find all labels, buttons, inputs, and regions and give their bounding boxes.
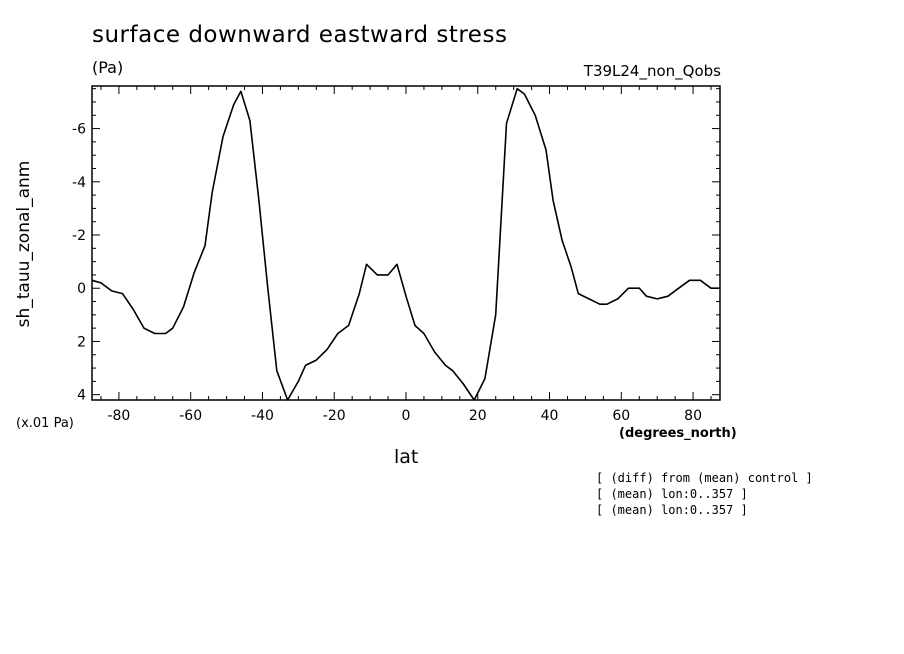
x-tick-label: -40: [251, 408, 274, 424]
x-axis-units: (degrees_north): [619, 426, 737, 441]
x-tick-label: -80: [107, 408, 130, 424]
chart-title: surface downward eastward stress: [92, 22, 508, 48]
run-label: T39L24_non_Qobs: [583, 62, 721, 80]
x-tick-label: 60: [612, 408, 630, 424]
series-line: [91, 87, 720, 401]
annotation-note: [ (diff) from (mean) control ]: [596, 471, 813, 485]
y-scale-note: (x.01 Pa): [16, 416, 74, 431]
y-tick-label: 4: [77, 388, 86, 404]
y-tick-label: 0: [77, 281, 86, 297]
annotation-note: [ (mean) lon:0..357 ]: [596, 503, 748, 517]
y-tick-label: -2: [72, 228, 86, 244]
y-tick-label: 2: [77, 334, 86, 350]
annotation-note: [ (mean) lon:0..357 ]: [596, 487, 748, 501]
x-tick-label: 20: [469, 408, 487, 424]
x-tick-label: -60: [179, 408, 202, 424]
y-tick-label: -6: [72, 122, 86, 138]
x-axis-label: lat: [394, 446, 419, 468]
x-tick-label: -20: [323, 408, 346, 424]
x-tick-label: 40: [541, 408, 559, 424]
x-tick-label: 80: [684, 408, 702, 424]
plot-frame: [91, 85, 721, 401]
annotation-notes: [ (diff) from (mean) control ] [ (mean) …: [596, 470, 813, 518]
chart-units: (Pa): [92, 58, 124, 77]
x-tick-label: 0: [402, 408, 411, 424]
axis-ticks: [92, 86, 720, 400]
y-tick-label: -4: [72, 175, 86, 191]
